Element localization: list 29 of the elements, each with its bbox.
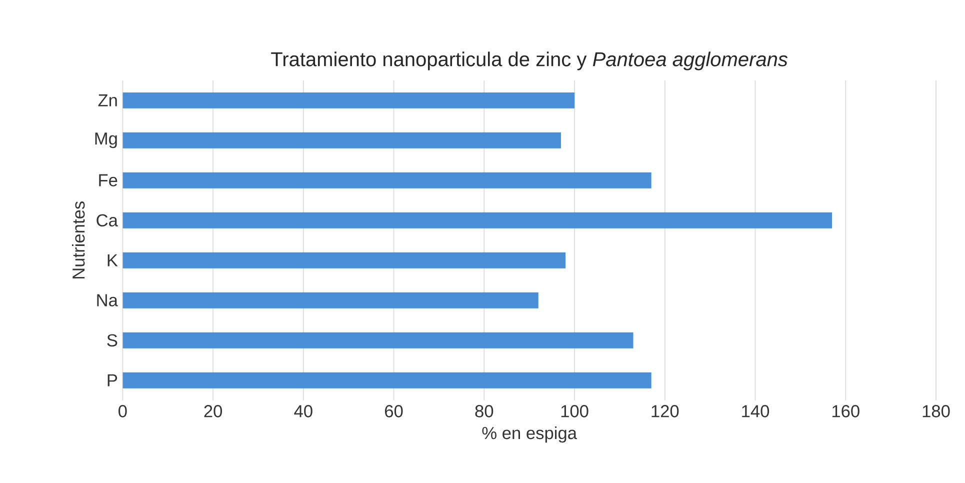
y-tick-label: Ca <box>96 214 118 226</box>
chart-title: Tratamiento nanoparticula de zinc y Pantoea agglomerans <box>271 52 788 70</box>
x-tick-label: 20 <box>204 405 222 418</box>
bar <box>122 252 566 268</box>
y-tick-label: S <box>107 334 118 346</box>
y-tick-label: P <box>108 374 118 386</box>
y-tick-label: K <box>108 254 118 266</box>
y-tick-label: Zn <box>98 94 117 106</box>
bar <box>122 292 538 308</box>
y-axis-title: Nutrientes <box>72 201 85 278</box>
bar <box>122 332 634 348</box>
bar <box>122 132 561 148</box>
x-tick-label: 40 <box>294 405 312 418</box>
x-tick-label: 80 <box>475 405 494 418</box>
x-tick-label: 0 <box>118 405 127 418</box>
x-tick-label: 120 <box>652 405 679 418</box>
x-tick-label: 140 <box>742 405 770 418</box>
bar <box>122 172 652 188</box>
x-tick-label: 60 <box>385 405 403 418</box>
x-tick-label: 100 <box>561 405 588 418</box>
bar <box>122 372 652 388</box>
x-tick-label: 160 <box>832 405 860 418</box>
y-tick-label: Mg <box>95 132 117 148</box>
y-tick-label: Fe <box>99 174 118 186</box>
x-axis-title: % en espiga <box>482 426 578 443</box>
x-tick-label: 180 <box>922 405 950 418</box>
bar <box>122 212 832 228</box>
bar <box>122 92 575 108</box>
y-tick-label: Na <box>97 294 118 306</box>
